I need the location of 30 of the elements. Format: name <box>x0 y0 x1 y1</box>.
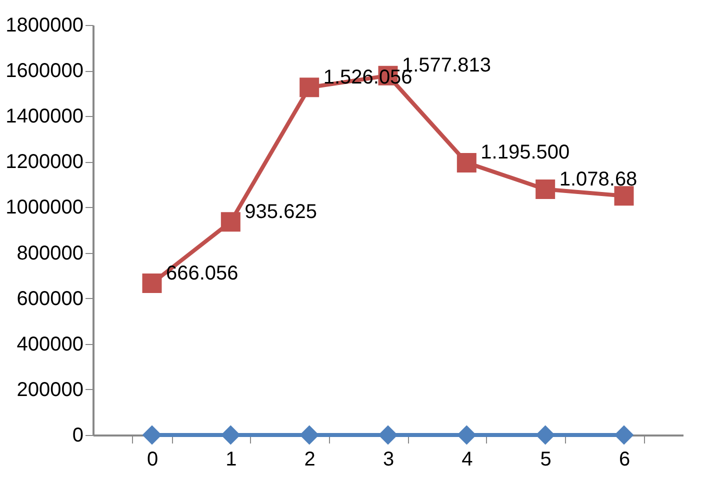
x-tick-label: 0 <box>146 448 158 470</box>
x-tick-label: 3 <box>382 448 394 470</box>
x-tick-label: 1 <box>226 448 237 470</box>
y-tick-label: 600000 <box>16 288 84 310</box>
point <box>142 425 162 445</box>
data-label: 1.195.500 <box>480 142 570 164</box>
y-tick-label: 800000 <box>16 242 84 264</box>
x-tick-label: 5 <box>540 448 552 470</box>
x-tick-label: 4 <box>462 448 473 470</box>
data-label: 666.056 <box>166 262 238 284</box>
y-tick-label: 1400000 <box>6 106 84 128</box>
point <box>220 212 240 232</box>
data-label: 1.078.68 <box>559 168 638 190</box>
point <box>536 180 556 200</box>
point <box>614 186 634 206</box>
y-tick-label: 1800000 <box>6 14 84 36</box>
point <box>456 152 476 172</box>
point <box>300 78 320 98</box>
x-tick-label: 2 <box>304 448 316 470</box>
data-label: 935.625 <box>244 200 317 223</box>
point <box>614 425 634 445</box>
point <box>142 274 162 294</box>
point <box>378 425 398 445</box>
y-tick-label: 1000000 <box>6 196 84 219</box>
y-tick-label: 0 <box>72 424 84 446</box>
y-tick-label: 400000 <box>16 333 84 356</box>
y-tick-label: 1200000 <box>6 151 84 174</box>
y-tick-label: 1600000 <box>6 60 84 82</box>
y-tick-label: 200000 <box>16 378 84 401</box>
x-tick-label: 6 <box>618 448 630 470</box>
